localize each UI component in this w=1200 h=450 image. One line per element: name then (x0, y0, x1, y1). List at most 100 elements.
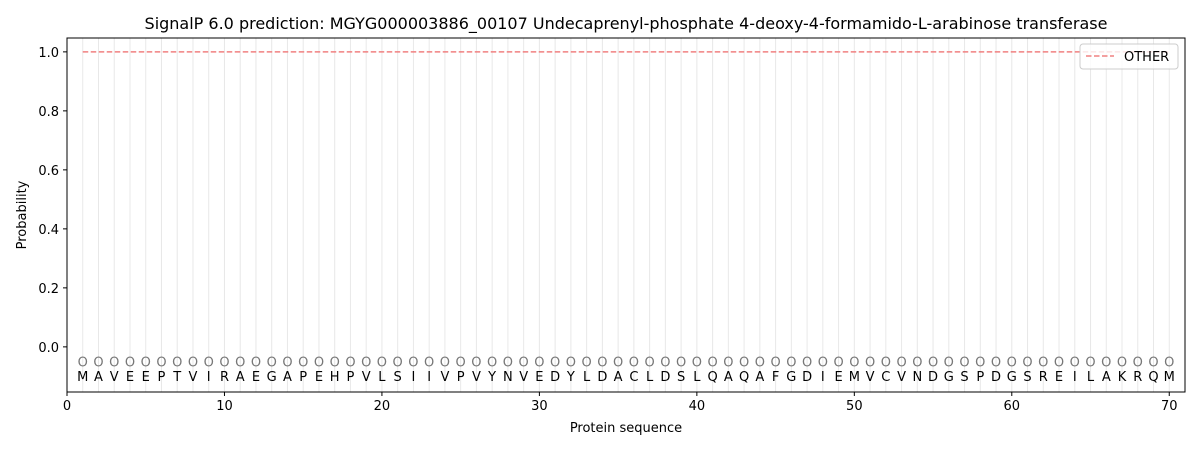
y-tick-label: 0.0 (38, 341, 59, 356)
residue-label: E (126, 370, 134, 385)
residue-label: P (457, 370, 465, 385)
x-axis: 0 10 20 30 40 50 60 70 (63, 392, 1178, 414)
prediction-label: O (1054, 356, 1064, 371)
residue-label: V (362, 370, 371, 385)
y-axis: 0.0 0.2 0.4 0.6 0.8 1.0 (38, 46, 67, 356)
residue-label: L (693, 370, 701, 385)
prediction-label: O (550, 356, 560, 371)
residue-label: A (614, 370, 623, 385)
residue-label: L (583, 370, 591, 385)
residue-label: R (1039, 370, 1048, 385)
residue-label: D (550, 370, 560, 385)
residue-label: I (412, 370, 416, 385)
residue-label: V (110, 370, 119, 385)
prediction-label: O (818, 356, 828, 371)
prediction-label: O (1070, 356, 1080, 371)
y-tick-label: 1.0 (38, 46, 59, 61)
prediction-label: O (487, 356, 497, 371)
prediction-label: O (865, 356, 875, 371)
x-tick-label: 40 (689, 399, 706, 414)
residue-label: E (834, 370, 842, 385)
residue-label: V (897, 370, 906, 385)
x-axis-label: Protein sequence (570, 421, 682, 436)
prediction-label: O (125, 356, 135, 371)
prediction-label: O (928, 356, 938, 371)
x-tick-label: 50 (846, 399, 863, 414)
residue-label: D (991, 370, 1001, 385)
prediction-label: O (93, 356, 103, 371)
residue-gridlines (82, 38, 1170, 392)
residue-label: Q (1148, 370, 1158, 385)
residue-label: A (94, 370, 103, 385)
prediction-label: O (1133, 356, 1143, 371)
prediction-label: O (1117, 356, 1127, 371)
y-tick-label: 0.2 (38, 282, 59, 297)
residue-label: L (1087, 370, 1095, 385)
residue-label: P (299, 370, 307, 385)
x-tick-label: 20 (374, 399, 391, 414)
residue-label: M (1164, 370, 1175, 385)
x-tick-label: 30 (531, 399, 548, 414)
residue-label: V (519, 370, 528, 385)
residue-label: A (1102, 370, 1111, 385)
prediction-label: O (1085, 356, 1095, 371)
prediction-label: O (424, 356, 434, 371)
prediction-label: O (755, 356, 765, 371)
residue-label: E (1055, 370, 1063, 385)
residue-label: D (660, 370, 670, 385)
prediction-label: O (597, 356, 607, 371)
chart-title: SignalP 6.0 prediction: MGYG000003886_00… (145, 14, 1108, 34)
prediction-label: O (314, 356, 324, 371)
prediction-label: O (235, 356, 245, 371)
residue-label: E (142, 370, 150, 385)
residue-label: E (252, 370, 260, 385)
residue-label: I (427, 370, 431, 385)
prediction-label: O (361, 356, 371, 371)
prediction-label: O (707, 356, 717, 371)
residue-label: P (347, 370, 355, 385)
residue-label: I (1073, 370, 1077, 385)
x-tick-label: 60 (1004, 399, 1021, 414)
residue-label: F (772, 370, 779, 385)
y-tick-label: 0.6 (38, 164, 59, 179)
prediction-label: O (881, 356, 891, 371)
legend-box (1079, 43, 1179, 70)
prediction-label: O (723, 356, 733, 371)
residue-label: V (189, 370, 198, 385)
residue-label: V (472, 370, 481, 385)
prediction-label: O (172, 356, 182, 371)
residue-label: M (849, 370, 860, 385)
prediction-label: O (251, 356, 261, 371)
prediction-label: O (109, 356, 119, 371)
y-tick-label: 0.4 (38, 223, 59, 238)
prediction-label: O (78, 356, 88, 371)
prediction-label: O (896, 356, 906, 371)
prediction-label: O (1022, 356, 1032, 371)
residue-label: A (283, 370, 292, 385)
residue-label: S (960, 370, 968, 385)
residue-label: A (236, 370, 245, 385)
prediction-label: O (802, 356, 812, 371)
prediction-label: O (408, 356, 418, 371)
residue-label: D (597, 370, 607, 385)
residue-label: T (172, 370, 181, 385)
residue-label: K (1118, 370, 1127, 385)
residue-label: M (77, 370, 88, 385)
prediction-label: O (991, 356, 1001, 371)
prediction-label: O (959, 356, 969, 371)
legend-label-other: OTHER (1124, 50, 1169, 65)
residue-label: E (315, 370, 323, 385)
residue-label: R (220, 370, 229, 385)
prediction-label: O (692, 356, 702, 371)
residue-label: I (821, 370, 825, 385)
x-tick-label: 70 (1161, 399, 1178, 414)
data-marks: OMOAOVOEOEOPOTOVOIOROAOEOGOAOPOEOHOPOVOL… (77, 51, 1175, 385)
residue-label: E (535, 370, 543, 385)
residue-label: S (677, 370, 685, 385)
residue-label: V (866, 370, 875, 385)
residue-label: Y (487, 370, 496, 385)
residue-label: L (378, 370, 386, 385)
prediction-label: O (645, 356, 655, 371)
residue-label: D (802, 370, 812, 385)
